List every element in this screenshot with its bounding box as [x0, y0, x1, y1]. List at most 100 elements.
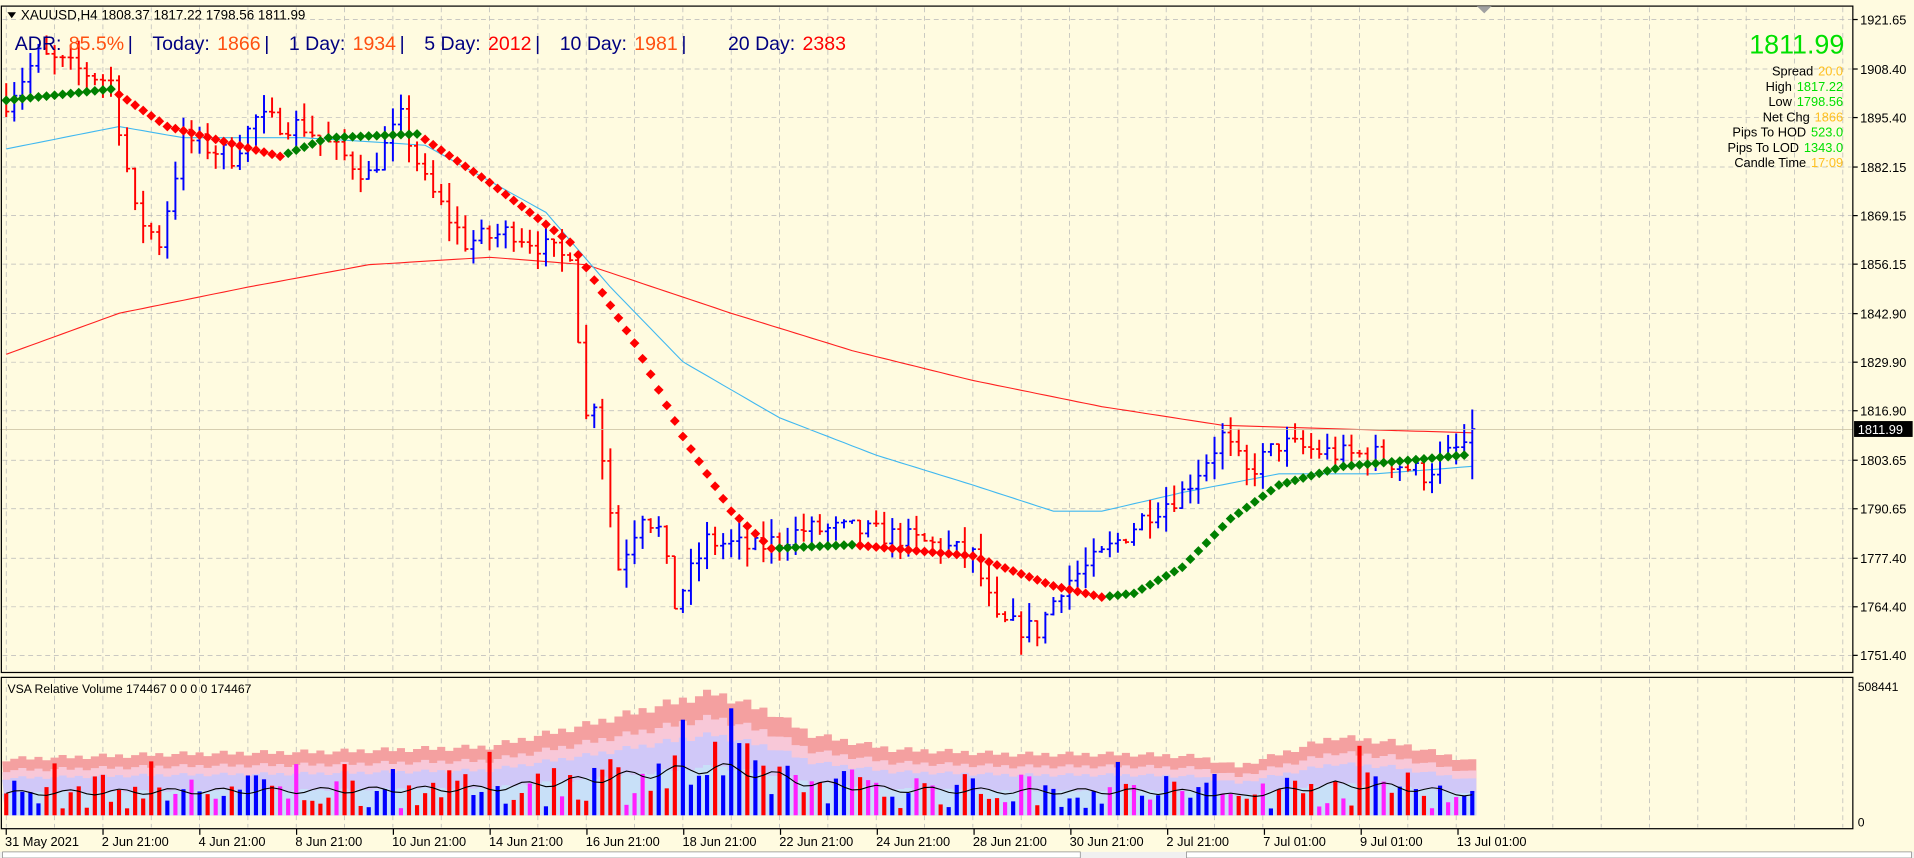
trend-diamond: [452, 156, 463, 166]
volume-bar: [1462, 795, 1467, 816]
volume-bar: [237, 789, 242, 816]
volume-bar: [1429, 808, 1435, 816]
trend-diamond: [935, 548, 946, 558]
ohlc-bar: [1026, 603, 1033, 643]
volume-bar: [1123, 783, 1128, 816]
trend-diamond: [267, 149, 277, 160]
volume-bar: [181, 789, 186, 816]
ohlc-bar: [1018, 611, 1025, 655]
ohlc-bar: [1428, 463, 1436, 494]
trend-diamond: [1185, 554, 1196, 565]
trend-diamond: [1145, 579, 1155, 590]
ohlc-bar: [405, 95, 413, 163]
current-price-tag: [1854, 421, 1913, 437]
volume-bar: [874, 782, 879, 816]
volume-bar: [1276, 789, 1282, 816]
trend-diamond: [847, 539, 857, 550]
trend-diamond: [903, 545, 914, 555]
trend-diamond: [774, 543, 785, 554]
trend-diamond: [984, 557, 994, 567]
trend-diamond: [686, 444, 696, 454]
ohlc-bar: [309, 115, 316, 138]
volume-bar: [543, 806, 549, 816]
trend-diamond: [9, 94, 20, 105]
volume-bar: [1051, 788, 1056, 816]
trend-diamond: [412, 129, 422, 139]
date-tick: 22 Jun 21:00: [779, 834, 853, 849]
trend-diamond: [1000, 563, 1010, 573]
trend-diamond: [863, 541, 874, 552]
volume-bar: [600, 769, 605, 816]
adr-value: 85.5%: [69, 33, 124, 55]
volume-bar: [769, 794, 774, 816]
trend-diamond: [992, 560, 1002, 570]
trend-diamond: [1161, 571, 1172, 581]
volume-bar: [1244, 798, 1249, 816]
volume-bar: [801, 792, 806, 816]
volume-bar: [213, 798, 218, 816]
volume-bar: [994, 798, 1000, 816]
volume-bar: [20, 791, 25, 816]
volume-bar: [124, 808, 130, 816]
ohlc-bar: [1082, 547, 1089, 589]
trend-diamond: [855, 540, 865, 551]
volume-bar: [1091, 791, 1096, 816]
collapse-triangle-icon[interactable]: [7, 12, 17, 19]
volume-bar: [1003, 802, 1008, 816]
ohlc-bar: [679, 588, 686, 614]
volume-bar: [350, 780, 355, 816]
ohlc-bar: [1227, 417, 1234, 456]
adr-separator: |: [128, 33, 133, 55]
volume-bar: [761, 765, 766, 816]
volume-bar: [1446, 802, 1451, 816]
ma-slow-line: [6, 256, 1473, 434]
trend-diamond: [1282, 477, 1292, 488]
ohlc-bar: [1275, 443, 1283, 462]
volume-bar: [1301, 793, 1306, 816]
ohlc-bar: [623, 539, 630, 588]
ohlc-bar: [599, 398, 606, 480]
scrollbar-right[interactable]: [1186, 851, 1912, 858]
ohlc-bar: [414, 141, 421, 172]
trend-diamond: [194, 130, 205, 140]
ohlc-bar: [720, 533, 727, 560]
volume-bar: [1172, 781, 1177, 816]
info-label: Candle Time: [1734, 155, 1806, 170]
ohlc-bar: [1259, 443, 1266, 489]
trend-diamond: [629, 338, 640, 349]
trend-diamond: [951, 549, 962, 560]
volume-bar: [36, 803, 41, 816]
volume-bar: [978, 793, 983, 816]
volume-bar: [777, 766, 782, 816]
adr-separator: |: [681, 33, 686, 55]
scrollbar-left[interactable]: [2, 851, 1081, 858]
volume-bar: [640, 773, 645, 816]
ohlc-bar: [1050, 597, 1057, 616]
trend-diamond: [49, 90, 60, 101]
volume-bar: [1309, 783, 1314, 816]
volume-bar: [680, 719, 685, 816]
trend-diamond: [871, 542, 882, 552]
price-tick: 1751.40: [1860, 648, 1906, 663]
volume-bar: [1212, 773, 1217, 816]
ohlc-bar: [1461, 424, 1468, 453]
volume-bar: [116, 789, 122, 816]
shift-marker-icon[interactable]: [1476, 6, 1492, 14]
volume-bar: [471, 795, 476, 816]
symbol-ohlc-line: XAUUSD,H4 1808.37 1817.22 1798.56 1811.9…: [21, 8, 305, 23]
volume-bar: [495, 786, 500, 816]
volume-bar: [229, 786, 234, 816]
info-label: Pips To HOD: [1732, 125, 1806, 140]
adr-value: 1866: [217, 33, 260, 55]
ohlc-bar: [1179, 481, 1186, 509]
volume-bar: [358, 805, 363, 816]
trend-diamond: [669, 416, 680, 426]
volume-bar: [245, 775, 250, 816]
ohlc-bar: [365, 160, 372, 180]
ohlc-bar: [1010, 598, 1017, 621]
volume-bar: [1365, 772, 1370, 816]
trend-diamond: [379, 130, 390, 141]
price-tick: 1790.65: [1860, 502, 1906, 517]
volume-bar: [318, 803, 323, 816]
